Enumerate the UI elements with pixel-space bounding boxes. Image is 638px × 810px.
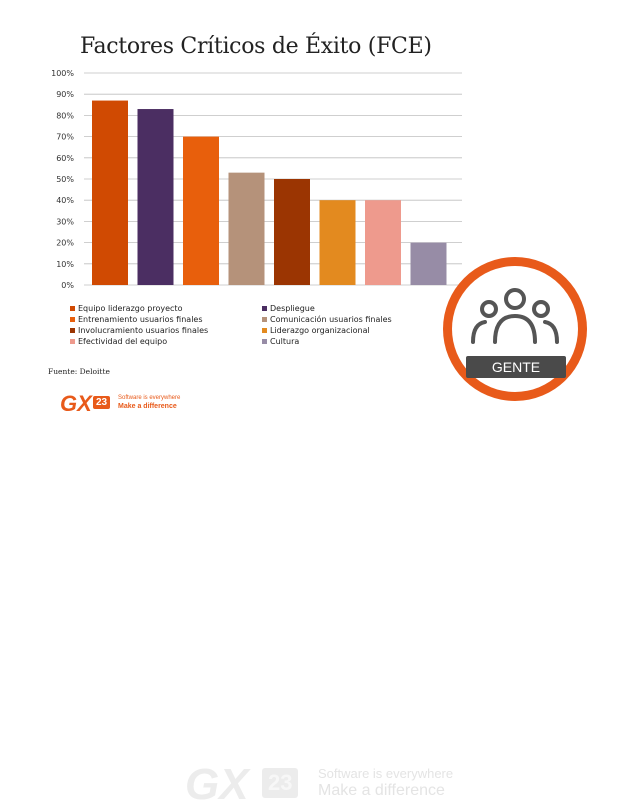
logo-23: 23 — [93, 396, 111, 409]
chart-bars — [92, 100, 447, 285]
y-tick-label: 0% — [61, 281, 74, 290]
y-tick-label: 40% — [56, 196, 74, 205]
legend-swatch — [70, 306, 75, 311]
legend-item: Entrenamiento usuarios finales — [70, 315, 203, 324]
bar-chart: 0% 10% 20% 30% 40% 50% 60% 70% 80% 90% 100% — [51, 69, 462, 290]
watermark-23: 23 — [262, 768, 299, 798]
legend-item: Comunicación usuarios finales — [262, 315, 392, 324]
y-tick-label: 10% — [56, 260, 74, 269]
y-tick-label: 80% — [56, 111, 74, 120]
logo-tagline-1: Software is everywhere — [118, 395, 181, 401]
legend-label: Efectividad del equipo — [78, 337, 168, 346]
legend-item: Equipo liderazgo proyecto — [70, 304, 182, 313]
watermark-tagline-2: Make a difference — [318, 782, 445, 799]
y-tick-label: 30% — [56, 217, 74, 226]
logo-gx: GX — [60, 391, 92, 416]
legend-label: Cultura — [270, 337, 300, 346]
legend-swatch — [70, 328, 75, 333]
y-tick-label: 100% — [51, 69, 74, 78]
legend-item: Cultura — [262, 337, 299, 346]
legend-label: Liderazgo organizacional — [270, 326, 370, 335]
legend-swatch — [262, 306, 267, 311]
legend-label: Involucramiento usuarios finales — [78, 326, 209, 335]
watermark-tagline-1: Software is everywhere — [318, 766, 454, 781]
bar-7 — [365, 200, 401, 285]
legend-label: Equipo liderazgo proyecto — [78, 304, 183, 313]
y-axis-ticks: 0% 10% 20% 30% 40% 50% 60% 70% 80% 90% 100% — [51, 69, 74, 290]
y-tick-label: 70% — [56, 133, 74, 142]
bar-6 — [319, 200, 356, 285]
bar-1 — [92, 100, 128, 285]
y-tick-label: 20% — [56, 239, 74, 248]
y-tick-label: 90% — [56, 90, 74, 99]
logo-tagline-2: Make a difference — [118, 403, 177, 410]
legend-swatch — [262, 328, 267, 333]
source-note: Fuente: Deloitte — [48, 367, 110, 376]
bar-2 — [137, 109, 174, 285]
slide: Factores Críticos de Éxito (FCE) 0% 10% 20… — [48, 34, 587, 809]
bar-5 — [274, 179, 310, 285]
y-tick-label: 50% — [56, 175, 74, 184]
chart-title: Factores Críticos de Éxito (FCE) — [80, 34, 432, 59]
y-tick-label: 60% — [56, 154, 74, 163]
badge-label: GENTE — [466, 356, 566, 378]
legend-swatch — [70, 339, 75, 344]
bar-4 — [228, 172, 265, 285]
bar-8 — [410, 242, 447, 285]
bar-3 — [183, 136, 219, 285]
legend-swatch — [262, 317, 267, 322]
legend-swatch — [70, 317, 75, 322]
legend-item: Efectividad del equipo — [70, 337, 167, 346]
legend-item: Involucramiento usuarios finales — [70, 326, 208, 335]
legend-label: Comunicación usuarios finales — [270, 315, 392, 324]
legend-swatch — [262, 339, 267, 344]
legend-label: Entrenamiento usuarios finales — [78, 315, 203, 324]
legend-item: Liderazgo organizacional — [262, 326, 370, 335]
legend-item: Despliegue — [262, 304, 315, 313]
watermark-gx: GX — [185, 760, 249, 809]
legend-label: Despliegue — [270, 304, 315, 313]
